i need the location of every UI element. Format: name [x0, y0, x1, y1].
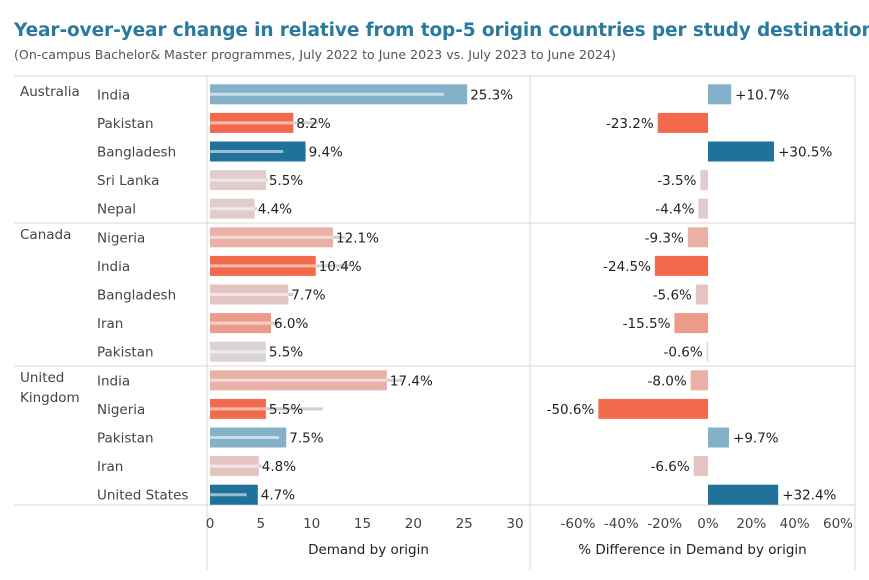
- x-axis-title-diff: % Difference in Demand by origin: [578, 542, 806, 558]
- origin-label: Iran: [97, 316, 123, 332]
- demand-label: 7.5%: [289, 431, 323, 447]
- diff-bar: [708, 141, 775, 162]
- destination-label: Canada: [20, 227, 71, 243]
- demand-label: 4.8%: [262, 459, 296, 475]
- chart-title: Year-over-year change in relative from t…: [14, 20, 869, 41]
- x-tick-label-diff: -40%: [604, 516, 639, 532]
- origin-label: India: [97, 259, 130, 275]
- destination-label: Australia: [20, 84, 80, 100]
- demand-label: 7.7%: [291, 288, 325, 304]
- origin-label: Sri Lanka: [97, 173, 159, 189]
- x-tick-label-demand: 30: [506, 516, 523, 532]
- origin-label: Nepal: [97, 202, 136, 218]
- diff-label: -0.6%: [664, 345, 703, 361]
- x-tick-label-diff: -60%: [561, 516, 596, 532]
- x-tick-label-demand: 20: [405, 516, 422, 532]
- origin-label: Pakistan: [97, 345, 154, 361]
- diff-bar: [708, 484, 779, 505]
- diff-label: +30.5%: [778, 145, 832, 161]
- demand-label: 5.5%: [269, 173, 303, 189]
- demand-label: 17.4%: [390, 373, 433, 389]
- diff-bar: [700, 170, 708, 191]
- diff-label: -9.3%: [645, 230, 684, 246]
- x-tick-label-demand: 10: [303, 516, 320, 532]
- origin-label: Bangladesh: [97, 145, 176, 161]
- demand-label: 4.4%: [258, 202, 292, 218]
- diff-label: -6.6%: [651, 459, 690, 475]
- diff-bar: [674, 313, 708, 334]
- x-tick-label-diff: -20%: [647, 516, 682, 532]
- diff-bar: [690, 370, 708, 391]
- destination-label: Kingdom: [20, 390, 80, 406]
- origin-label: India: [97, 87, 130, 103]
- diff-bar: [708, 84, 732, 105]
- origin-label: Iran: [97, 459, 123, 475]
- diff-bar: [695, 284, 708, 305]
- diff-label: -24.5%: [603, 259, 651, 275]
- diff-bar: [706, 341, 709, 362]
- origin-label: India: [97, 373, 130, 389]
- diff-bar: [708, 427, 730, 448]
- diff-bar: [657, 112, 708, 133]
- x-tick-label-demand: 25: [456, 516, 473, 532]
- diff-bar: [693, 456, 708, 477]
- diff-label: -50.6%: [547, 402, 595, 418]
- demand-label: 8.2%: [296, 116, 330, 132]
- x-tick-label-demand: 5: [257, 516, 266, 532]
- x-axis-title-demand: Demand by origin: [308, 542, 429, 558]
- demand-label: 5.5%: [269, 402, 303, 418]
- demand-label: 6.0%: [274, 316, 308, 332]
- demand-label: 4.7%: [261, 488, 295, 504]
- x-tick-label-diff: 60%: [823, 516, 853, 532]
- demand-label: 12.1%: [336, 230, 379, 246]
- demand-label: 25.3%: [470, 87, 513, 103]
- diff-label: +32.4%: [782, 488, 836, 504]
- origin-label: United States: [97, 488, 188, 504]
- diff-label: -3.5%: [657, 173, 696, 189]
- diff-bar: [598, 398, 708, 419]
- diff-bar: [698, 198, 708, 219]
- demand-label: 10.4%: [319, 259, 362, 275]
- diff-label: +10.7%: [735, 87, 789, 103]
- origin-label: Pakistan: [97, 431, 154, 447]
- x-tick-label-diff: 0%: [697, 516, 719, 532]
- diff-label: -15.5%: [623, 316, 671, 332]
- x-tick-label-diff: 40%: [780, 516, 810, 532]
- origin-label: Nigeria: [97, 230, 145, 246]
- x-tick-label-diff: 20%: [736, 516, 766, 532]
- demand-label: 9.4%: [309, 145, 343, 161]
- destination-label: United: [20, 370, 64, 386]
- diff-label: -23.2%: [606, 116, 654, 132]
- diff-bar: [687, 227, 708, 248]
- diff-bar: [654, 255, 708, 276]
- chart-subtitle: (On-campus Bachelor& Master programmes, …: [14, 47, 616, 62]
- x-tick-label-demand: 15: [354, 516, 371, 532]
- diff-label: +9.7%: [733, 431, 779, 447]
- diff-label: -8.0%: [647, 373, 686, 389]
- origin-label: Pakistan: [97, 116, 154, 132]
- origin-label: Bangladesh: [97, 288, 176, 304]
- diff-label: -4.4%: [655, 202, 694, 218]
- x-tick-label-demand: 0: [206, 516, 215, 532]
- diff-label: -5.6%: [653, 288, 692, 304]
- demand-label: 5.5%: [269, 345, 303, 361]
- origin-label: Nigeria: [97, 402, 145, 418]
